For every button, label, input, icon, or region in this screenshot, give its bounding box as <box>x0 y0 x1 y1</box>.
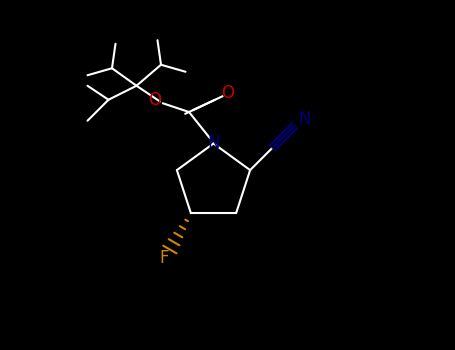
Text: N: N <box>298 110 311 127</box>
Text: N: N <box>207 134 220 153</box>
Text: O: O <box>221 84 234 102</box>
Text: F: F <box>160 249 169 267</box>
Text: O: O <box>148 91 162 109</box>
